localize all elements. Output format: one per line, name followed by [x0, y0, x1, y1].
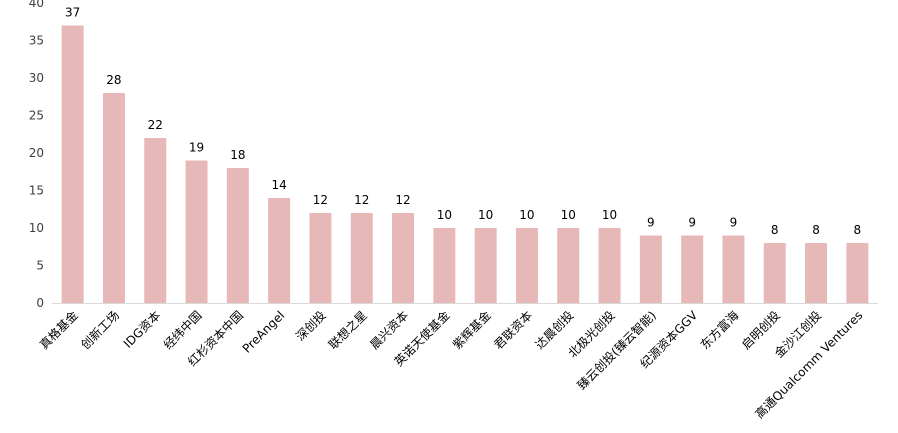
- bar: [185, 160, 208, 303]
- y-axis-ticks: 0 5 10 15 20 25 30 35 40: [29, 0, 44, 310]
- bar: [763, 243, 786, 303]
- y-tick-label: 0: [36, 296, 44, 310]
- bar: [805, 243, 828, 303]
- bar: [350, 213, 373, 303]
- data-label: 12: [395, 193, 410, 207]
- bar: [61, 25, 84, 303]
- data-label: 37: [65, 6, 80, 20]
- data-label: 18: [230, 148, 245, 162]
- bar: [474, 228, 497, 303]
- y-tick-label: 40: [29, 0, 44, 10]
- x-tick-label: PreAngel: [240, 308, 288, 356]
- bar: [102, 93, 125, 303]
- data-label: 28: [106, 73, 121, 87]
- data-label: 8: [854, 223, 862, 237]
- bar: [144, 138, 167, 303]
- data-label: 10: [561, 208, 576, 222]
- data-label: 10: [602, 208, 617, 222]
- x-tick-label: 紫辉基金: [449, 308, 494, 353]
- bar: [722, 235, 745, 303]
- data-label: 10: [437, 208, 452, 222]
- data-label: 19: [189, 141, 204, 155]
- y-tick-label: 20: [29, 146, 44, 160]
- x-tick-label: 联想之星: [325, 308, 370, 353]
- bar: [598, 228, 621, 303]
- y-tick-label: 30: [29, 71, 44, 85]
- data-label: 8: [771, 223, 779, 237]
- x-tick-label: 真格基金: [36, 308, 81, 353]
- y-tick-label: 10: [29, 221, 44, 235]
- y-tick-label: 5: [36, 259, 44, 273]
- data-label: 22: [148, 118, 163, 132]
- data-label: 8: [812, 223, 820, 237]
- x-tick-label: IDG资本: [121, 308, 163, 350]
- bar: [226, 168, 249, 303]
- x-tick-label: 臻云创投(臻云智能): [574, 308, 659, 393]
- bar: [392, 213, 415, 303]
- bar: [557, 228, 580, 303]
- y-tick-label: 15: [29, 184, 44, 198]
- x-tick-label: 创新工场: [78, 308, 123, 353]
- bar: [846, 243, 869, 303]
- data-label: 12: [354, 193, 369, 207]
- data-label: 10: [519, 208, 534, 222]
- bar: [309, 213, 332, 303]
- x-tick-label: 东方富海: [697, 308, 742, 353]
- bar: [268, 198, 291, 303]
- data-label: 10: [478, 208, 493, 222]
- data-label: 14: [272, 178, 287, 192]
- bar: [639, 235, 662, 303]
- bar: [681, 235, 704, 303]
- data-label: 9: [647, 216, 655, 230]
- data-label: 9: [688, 216, 696, 230]
- y-tick-label: 35: [29, 34, 44, 48]
- bar: [515, 228, 538, 303]
- bars: [61, 25, 869, 303]
- data-label: 12: [313, 193, 328, 207]
- x-tick-label: 深创投: [292, 308, 328, 344]
- data-label: 9: [730, 216, 738, 230]
- y-tick-label: 25: [29, 109, 44, 123]
- x-tick-label: 君联资本: [491, 308, 535, 352]
- bar: [433, 228, 456, 303]
- data-labels: 37 28 22 19 18 14 12 12 12 10 10 10 10 10 9 9 9 8 8 8: [65, 6, 861, 238]
